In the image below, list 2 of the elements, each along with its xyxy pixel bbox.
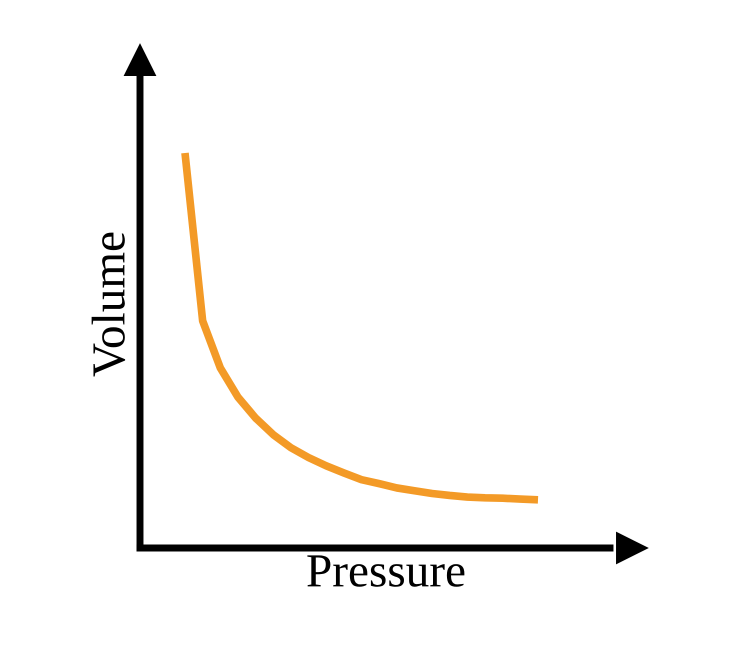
y-axis-title: Volume — [92, 232, 126, 376]
x-axis-title: Pressure — [307, 555, 464, 587]
